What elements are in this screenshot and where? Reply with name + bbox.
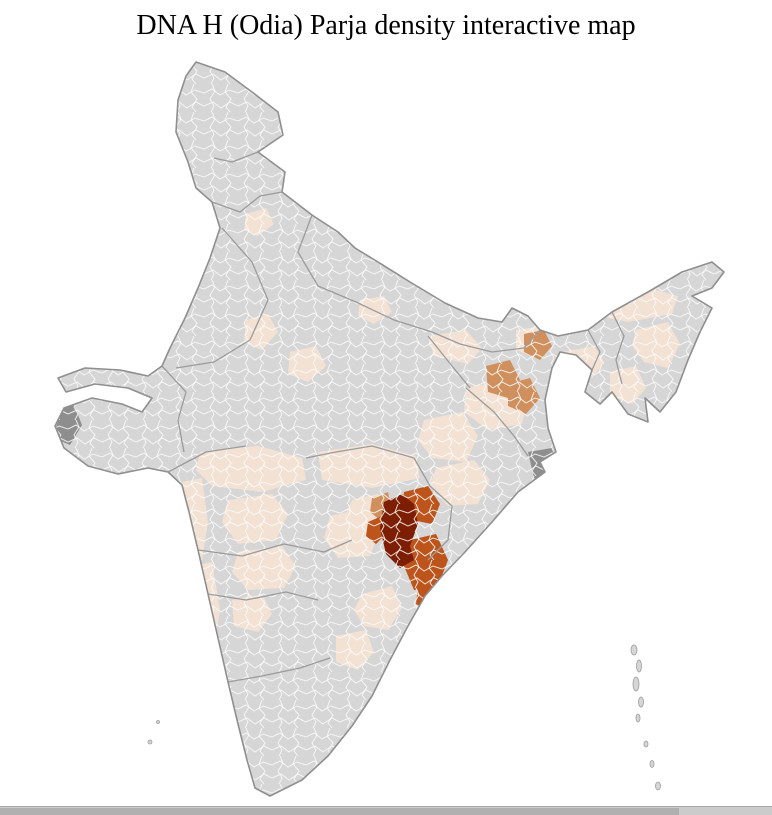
india-outline bbox=[54, 61, 725, 797]
horizontal-scrollbar[interactable] bbox=[0, 806, 772, 815]
scrollbar-thumb[interactable] bbox=[0, 808, 680, 815]
andaman-nicobar-islands bbox=[630, 644, 661, 791]
page-title: DNA H (Odia) Parja density interactive m… bbox=[136, 10, 636, 41]
lakshadweep-islands bbox=[147, 720, 160, 745]
district-region[interactable] bbox=[604, 266, 654, 294]
district-boundaries-overlay bbox=[55, 62, 724, 796]
state-borders bbox=[161, 151, 625, 683]
